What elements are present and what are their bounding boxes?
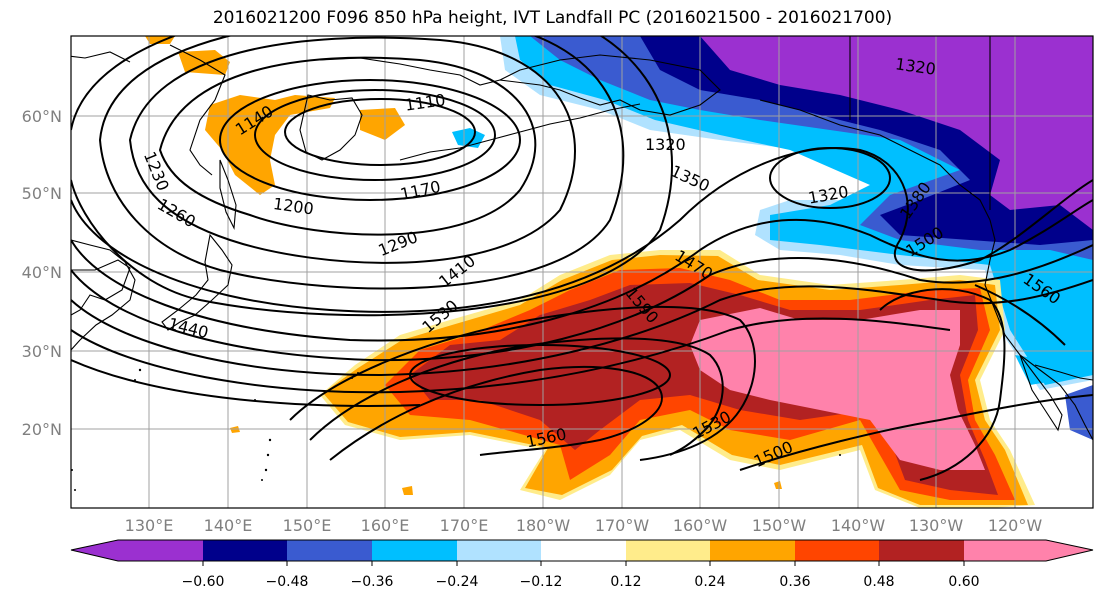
contour-1500-east: [879, 288, 1006, 481]
contour-label: 1320: [645, 135, 686, 154]
colorbar-tick-label: 0.24: [694, 574, 725, 590]
lon-label: 140°W: [831, 516, 886, 535]
colorbar-tick-label: 0.48: [863, 574, 894, 590]
border-canada: [849, 36, 991, 210]
colorbar-tick-label: −0.24: [436, 574, 479, 590]
colorbar-swatch: [372, 540, 457, 561]
contour-1560: [329, 365, 663, 461]
lon-label: 160°W: [673, 516, 728, 535]
colorbar-swatch: [457, 540, 541, 561]
contour-1590: [409, 344, 671, 406]
coast-alaska: [498, 54, 721, 116]
lon-label: 120°W: [988, 516, 1043, 535]
border-us-mex: [1034, 364, 1093, 381]
colorbar-swatch: [710, 540, 795, 561]
contour-1110: [284, 98, 476, 166]
lat-label: 40°N: [22, 263, 62, 282]
colorbar-tick-label: 0.12: [610, 574, 641, 590]
coast-aleutians: [399, 103, 641, 161]
coast-north-islands: [71, 51, 131, 63]
contour-1290: [71, 36, 673, 317]
lat-label: 30°N: [22, 342, 62, 361]
colorbar-extend-high: [1046, 540, 1093, 561]
shading-orange-isle-3: [774, 481, 782, 489]
lon-label: 140°E: [204, 516, 253, 535]
map-frame: [70, 35, 1094, 509]
colorbar-outline: [70, 539, 1094, 562]
colorbar-tick-label: 0.60: [948, 574, 979, 590]
map-title: 2016021200 F096 850 hPa height, IVT Land…: [212, 8, 893, 28]
contour-1200: [158, 56, 537, 236]
colorbar-swatch: [118, 540, 203, 561]
contour-1380: [71, 244, 1093, 362]
colorbar-swatch: [203, 540, 287, 561]
shading-purple-ne: [700, 36, 1093, 230]
coast-sakhalin: [219, 159, 237, 230]
contour-1140: [254, 89, 496, 181]
longitude-labels: 130°E 140°E 150°E 160°E 170°E 180°W 170°…: [125, 516, 1043, 535]
coast-kamchatka: [299, 94, 363, 161]
contour-1260: [98, 36, 625, 290]
colorbar-swatch: [964, 540, 1046, 561]
shading-orange-isle-2: [402, 486, 413, 495]
latitude-labels: 60°N 50°N 40°N 30°N 20°N: [22, 107, 62, 439]
colorbar-extend-low: [71, 540, 118, 561]
shading-orange-nw-2: [205, 95, 335, 195]
contour-1440: [71, 317, 951, 394]
colorbar-tick-label: −0.48: [266, 574, 309, 590]
lon-label: 130°E: [125, 516, 174, 535]
contour-1530: [309, 337, 724, 456]
lon-label: 180°W: [516, 516, 571, 535]
gridlines: [71, 36, 1093, 508]
colorbar-swatch: [626, 540, 710, 561]
contour-1320-low: [769, 147, 891, 209]
contour-1350: [71, 199, 1093, 342]
colorbar-swatch: [795, 540, 879, 561]
lon-label: 150°W: [752, 516, 807, 535]
coast-baja: [1019, 354, 1063, 432]
lon-label: 170°W: [595, 516, 650, 535]
lon-label: 160°E: [361, 516, 410, 535]
lon-label: 150°E: [283, 516, 332, 535]
colorbar-tick-label: 0.36: [779, 574, 810, 590]
contour-1230: [128, 36, 576, 264]
colorbar-tick-label: −0.60: [182, 574, 225, 590]
colorbar-swatch: [541, 540, 626, 561]
contour-1500-far: [739, 394, 1093, 471]
coast-japan: [161, 233, 233, 331]
colorbar: −0.60 −0.48 −0.36 −0.24 −0.12 0.12 0.24 …: [70, 539, 1094, 590]
contour-1560-east: [974, 284, 1066, 346]
lat-label: 20°N: [22, 420, 62, 439]
coast-alaska-panhandle: [759, 99, 991, 221]
lon-label: 170°E: [440, 516, 489, 535]
height-contours: [71, 36, 1093, 481]
lon-label: 130°W: [909, 516, 964, 535]
lat-label: 60°N: [22, 107, 62, 126]
colorbar-swatch: [879, 540, 964, 561]
colorbar-tick-label: −0.12: [520, 574, 563, 590]
contour-1170: [219, 79, 521, 201]
contour-1500-west: [289, 305, 756, 461]
colorbar-swatch: [287, 540, 372, 561]
colorbar-tick-label: −0.36: [351, 574, 394, 590]
lat-label: 50°N: [22, 184, 62, 203]
contour-1470: [71, 359, 421, 407]
colorbar-ticks: [202, 561, 965, 566]
contour-1320-main: [71, 147, 1093, 313]
coast-okhotsk: [169, 44, 226, 176]
coast-korea-china: [71, 259, 131, 316]
contour-1410: [71, 279, 1093, 377]
